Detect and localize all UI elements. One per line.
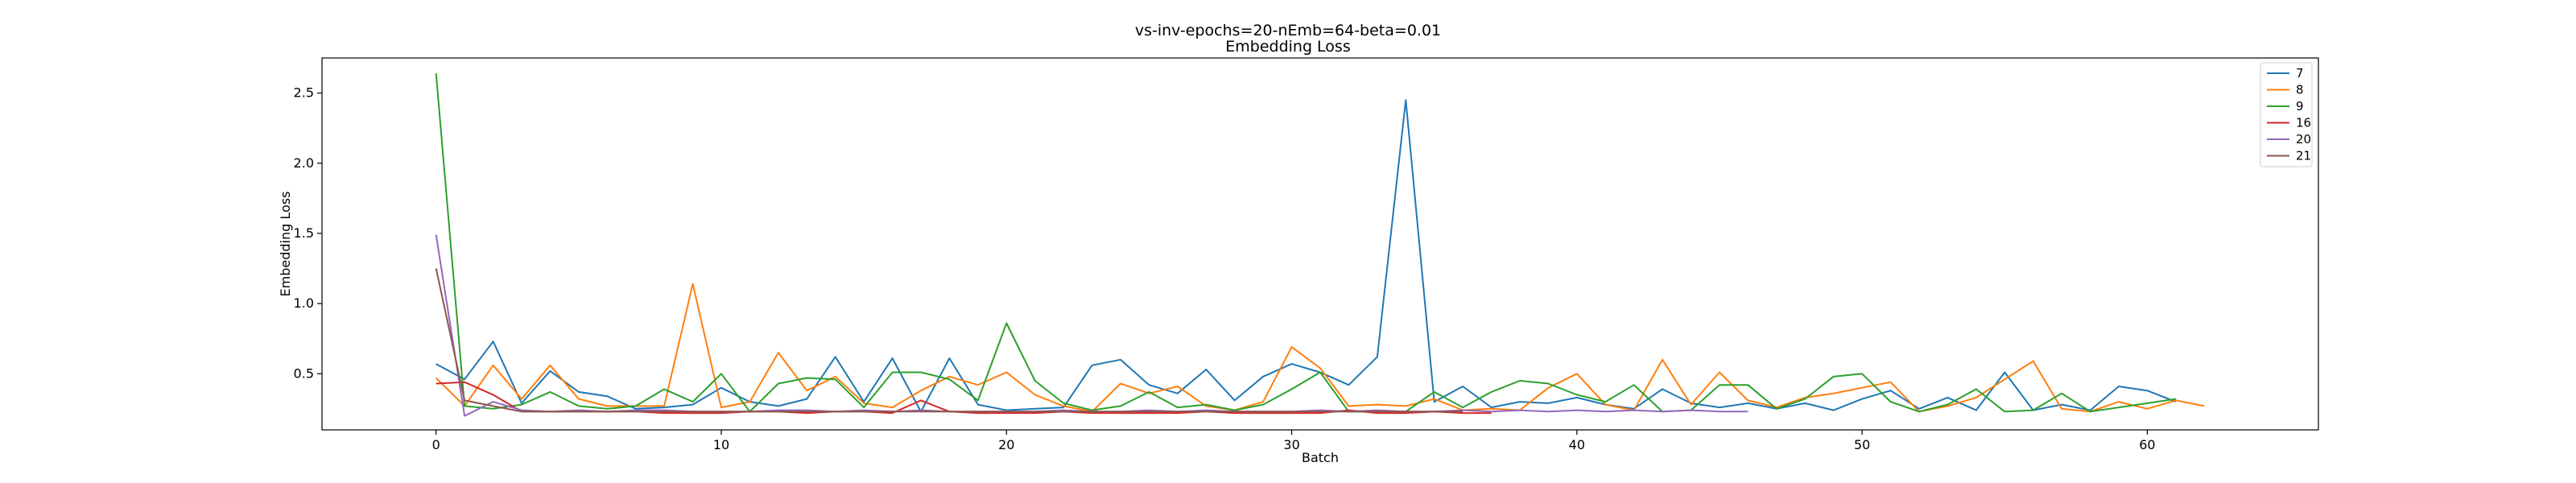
series-line-7 [436,99,2177,413]
series-line-16 [436,381,1492,415]
legend-entry-8: 8 [2296,83,2304,97]
y-tick-label: 2.0 [294,155,314,171]
y-tick-label: 2.5 [294,85,314,101]
legend-entry-9: 9 [2296,99,2304,114]
x-tick-label: 30 [1283,437,1299,452]
x-tick-label: 60 [2139,437,2155,452]
series-line-9 [435,73,2177,413]
series-layer [435,73,2205,417]
x-tick-label: 0 [432,437,440,452]
legend-entry-7: 7 [2296,66,2304,80]
x-tick-label: 10 [713,437,729,452]
y-tick-label: 0.5 [294,365,314,381]
chart-subtitle: Embedding Loss [1225,38,1350,56]
y-tick-label: 1.5 [294,225,314,241]
x-axis-label: Batch [1302,450,1339,465]
chart-title: vs-inv-epochs=20-nEmb=64-beta=0.01 [1135,22,1441,39]
legend-entry-20: 20 [2296,132,2311,147]
legend-entry-21: 21 [2296,149,2311,163]
legend-entry-16: 16 [2296,116,2311,130]
legend: 7 8 9 16 20 21 [2260,62,2313,167]
y-axis-label: Embedding Loss [278,192,293,297]
x-tick-label: 50 [1854,437,1870,452]
x-tick-label: 20 [998,437,1014,452]
series-line-21 [435,268,1463,413]
legend-box [2260,62,2313,167]
plot-frame [321,57,2319,431]
y-tick-label: 1.0 [294,295,314,311]
x-axis: 0 10 20 30 40 50 60 [432,430,2156,452]
y-axis: 0.5 1.0 1.5 2.0 2.5 [294,85,322,381]
x-tick-label: 40 [1569,437,1585,452]
series-line-20 [435,234,1748,417]
series-line-8 [435,283,2205,413]
